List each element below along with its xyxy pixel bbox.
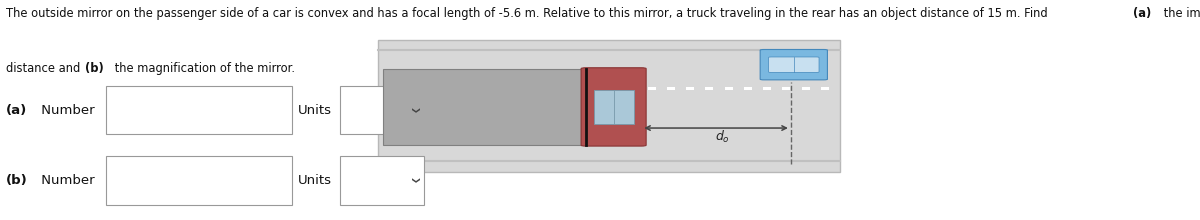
Bar (821, 87, 829, 90)
Bar (648, 87, 655, 90)
Bar (725, 87, 733, 90)
Text: $d_{\mathit{o}}$: $d_{\mathit{o}}$ (715, 129, 730, 145)
Bar (706, 87, 714, 90)
Text: ❯: ❯ (409, 106, 419, 114)
FancyBboxPatch shape (768, 57, 820, 72)
Text: Units: Units (298, 103, 331, 117)
Bar (493, 87, 502, 90)
Bar (455, 87, 463, 90)
Bar (686, 87, 694, 90)
Text: distance and: distance and (6, 62, 84, 75)
Text: the magnification of the mirror.: the magnification of the mirror. (112, 62, 295, 75)
Text: (a): (a) (6, 103, 28, 117)
Text: Number: Number (37, 103, 95, 117)
FancyBboxPatch shape (581, 68, 646, 146)
Bar (106, 156, 292, 205)
Bar (106, 86, 292, 134)
Bar (763, 87, 772, 90)
Bar (782, 87, 791, 90)
Bar (378, 87, 386, 90)
Bar (667, 87, 674, 90)
Bar (383, 69, 586, 145)
Bar (397, 87, 406, 90)
Bar (744, 87, 752, 90)
Bar (340, 86, 424, 134)
Bar (378, 40, 840, 172)
Text: ❯: ❯ (409, 177, 419, 184)
Bar (629, 87, 636, 90)
Bar (532, 87, 540, 90)
Text: Units: Units (298, 174, 331, 187)
Bar (594, 90, 634, 124)
Bar (416, 87, 425, 90)
Bar (551, 87, 559, 90)
Bar (802, 87, 810, 90)
Text: (b): (b) (85, 62, 103, 75)
Text: The outside mirror on the passenger side of a car is convex and has a focal leng: The outside mirror on the passenger side… (6, 7, 1051, 20)
Bar (474, 87, 482, 90)
Bar (512, 87, 521, 90)
Text: (a): (a) (1133, 7, 1152, 20)
FancyBboxPatch shape (760, 50, 828, 80)
Text: (b): (b) (6, 174, 28, 187)
Text: Number: Number (37, 174, 95, 187)
Text: the image: the image (1159, 7, 1200, 20)
Bar (610, 87, 617, 90)
Bar (340, 156, 424, 205)
Bar (436, 87, 444, 90)
Bar (570, 87, 578, 90)
Bar (589, 87, 598, 90)
